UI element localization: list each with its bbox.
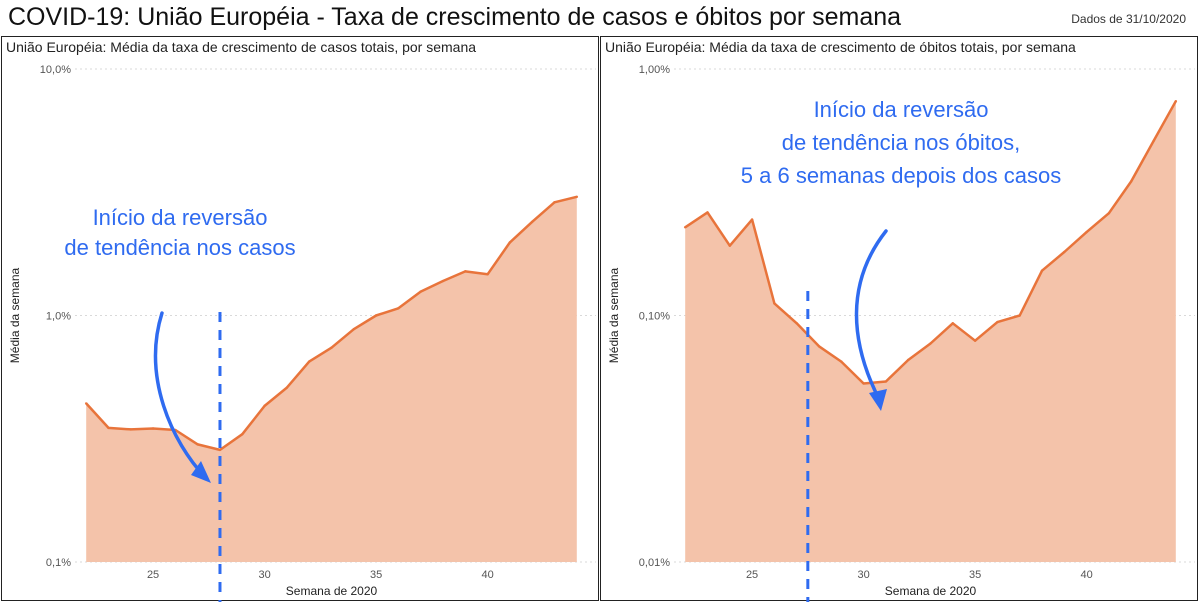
cases-data-point xyxy=(285,386,289,389)
cases-y-tick-label: 0,1% xyxy=(46,557,71,569)
cases-data-point xyxy=(196,443,199,446)
cases-data-point xyxy=(129,428,132,431)
deaths-data-point xyxy=(1107,212,1111,215)
cases-data-point xyxy=(397,307,400,310)
deaths-data-point xyxy=(817,345,821,348)
deaths-data-point xyxy=(1040,269,1044,272)
cases-annotation-line: de tendência nos casos xyxy=(64,235,295,260)
deaths-chart-svg: 0,01%0,10%1,00% 25 30 35 40 Semana de 2020 … xyxy=(607,64,1195,602)
page-title: COVID-19: União Européia - Taxa de cresc… xyxy=(8,3,902,31)
deaths-x-tick-label: 35 xyxy=(969,569,981,581)
deaths-data-point xyxy=(1174,100,1178,103)
cases-x-tick-label: 35 xyxy=(370,569,382,581)
deaths-data-point xyxy=(795,322,798,325)
cases-y-tick-label: 1,0% xyxy=(46,311,71,323)
deaths-y-tick-label: 1,00% xyxy=(639,64,670,76)
deaths-data-point xyxy=(973,339,977,342)
cases-x-tick-label: 40 xyxy=(482,569,494,581)
cases-annotation-arrowhead xyxy=(191,461,211,483)
cases-data-point xyxy=(419,290,422,293)
deaths-data-point xyxy=(683,226,687,229)
cases-data-point xyxy=(374,314,378,317)
cases-annotation-arrow xyxy=(153,311,207,479)
cases-data-point xyxy=(218,448,222,452)
deaths-x-axis-title: Semana de 2020 xyxy=(885,584,977,598)
deaths-chart-panel: União Européia: Média da taxa de crescim… xyxy=(600,36,1198,602)
cases-chart-panel: União Européia: Média da taxa de crescim… xyxy=(1,36,599,602)
cases-y-axis-title: Média da semana xyxy=(8,267,22,363)
cases-data-point xyxy=(84,402,88,405)
deaths-data-point xyxy=(1152,139,1155,143)
cases-data-point xyxy=(464,270,467,273)
deaths-data-point xyxy=(840,360,843,363)
cases-chart-svg: 0,1% 1,0% 10,0% 25 30 35 40 Semana de 2020 Mé… xyxy=(8,64,596,602)
cases-x-axis-title: Semana de 2020 xyxy=(286,584,378,598)
cases-annotation-line: Início da reversão xyxy=(93,205,268,230)
cases-data-point xyxy=(263,404,266,408)
deaths-data-point xyxy=(706,211,709,214)
deaths-chart-title: União Européia: Média da taxa de crescim… xyxy=(605,39,1076,55)
deaths-data-point xyxy=(1018,314,1021,317)
deaths-y-tick-label: 0,01% xyxy=(639,557,670,569)
deaths-data-point xyxy=(728,244,731,247)
deaths-x-tick-label: 30 xyxy=(857,569,869,581)
deaths-data-point xyxy=(951,322,955,325)
cases-data-point xyxy=(241,432,244,436)
cases-chart-title: União Européia: Média da taxa de crescim… xyxy=(6,39,477,55)
cases-data-point xyxy=(352,327,356,331)
cases-area xyxy=(86,196,577,563)
deaths-y-axis-title: Média da semana xyxy=(607,267,621,363)
cases-data-point xyxy=(107,426,110,430)
deaths-annotation-line: de tendência nos óbitos, xyxy=(782,130,1021,155)
deaths-data-point xyxy=(996,320,999,324)
deaths-annotation-line: Início da reversão xyxy=(814,97,989,122)
deaths-y-tick-label: 0,10% xyxy=(639,311,670,323)
deaths-x-tick-label: 40 xyxy=(1081,569,1093,581)
cases-data-point xyxy=(441,279,445,283)
deaths-data-point xyxy=(884,380,888,383)
deaths-data-point xyxy=(906,358,910,362)
cases-y-tick-label: 10,0% xyxy=(40,64,71,76)
deaths-annotation-arrowhead xyxy=(869,389,887,411)
deaths-annotation-line: 5 a 6 semanas depois dos casos xyxy=(741,163,1061,188)
deaths-data-point xyxy=(1130,180,1133,183)
deaths-data-point xyxy=(773,302,776,305)
cases-data-point xyxy=(508,241,512,244)
cases-data-point xyxy=(330,346,333,349)
deaths-area xyxy=(685,101,1176,562)
deaths-data-point xyxy=(1085,230,1088,234)
data-date-note: Dados de 31/10/2020 xyxy=(1071,12,1186,26)
cases-data-point xyxy=(151,427,155,430)
deaths-data-point xyxy=(1063,250,1066,254)
deaths-data-point xyxy=(862,382,865,385)
deaths-data-point xyxy=(750,218,754,221)
cases-data-point xyxy=(307,360,311,363)
deaths-data-point xyxy=(929,342,932,345)
cases-data-point xyxy=(486,273,489,276)
cases-x-tick-label: 30 xyxy=(258,569,270,581)
cases-data-point xyxy=(575,195,579,199)
deaths-annotation-arrow xyxy=(854,229,888,405)
cases-data-point xyxy=(553,201,556,204)
cases-data-point xyxy=(531,220,534,223)
cases-x-tick-label: 25 xyxy=(147,569,159,581)
deaths-x-tick-label: 25 xyxy=(746,569,758,581)
